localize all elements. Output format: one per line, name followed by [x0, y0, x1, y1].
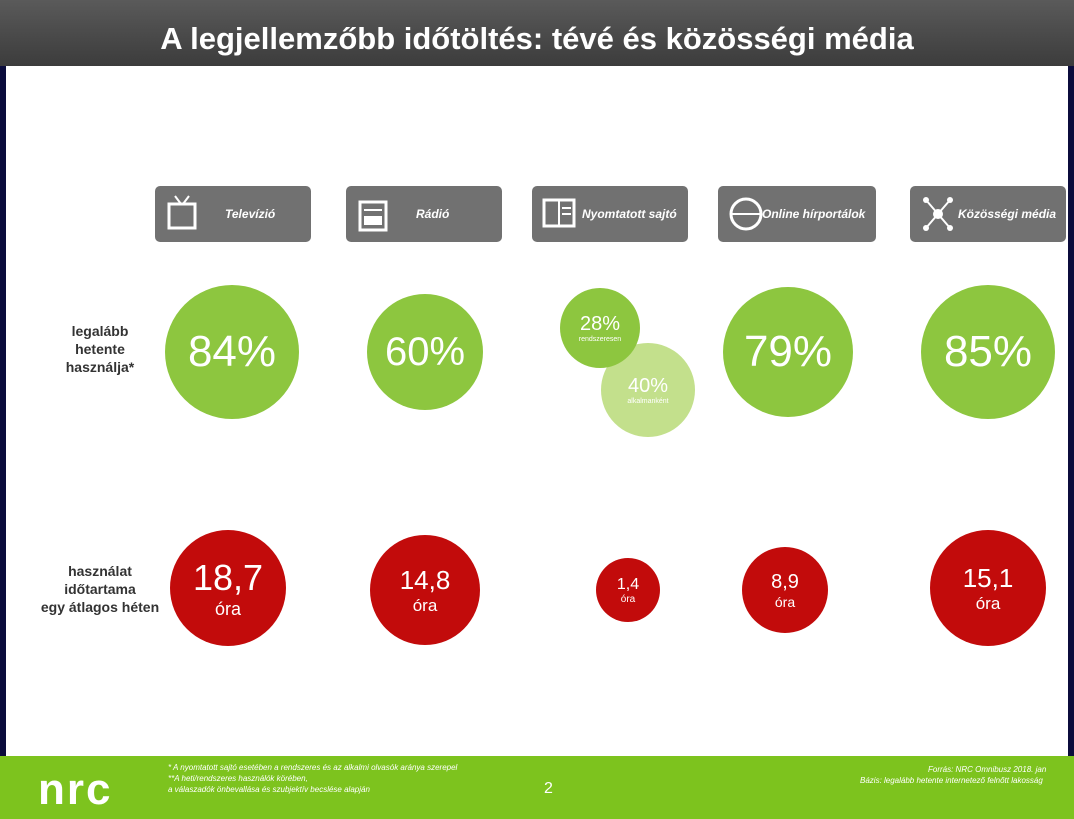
value: 40%: [627, 375, 669, 397]
usage-circle: 79%: [723, 287, 853, 417]
duration-circle: 1,4 óra: [596, 558, 660, 622]
unit: óra: [620, 593, 636, 605]
category-label: Közösségi média: [958, 207, 1057, 221]
row-label-line: egy átlagos héten: [40, 599, 160, 615]
page-number: 2: [544, 780, 553, 797]
logo: nrc: [38, 765, 113, 814]
note: rendszeresen: [578, 336, 622, 343]
row-label-line: hetente: [75, 341, 125, 357]
title: A legjellemzőbb időtöltés: tévé és közös…: [0, 0, 1074, 66]
duration-circle: 18,7 óra: [170, 530, 286, 646]
tv-icon: [167, 195, 197, 230]
unit: óra: [214, 598, 241, 619]
value: 14,8: [399, 564, 451, 595]
duration-circle: 14,8 óra: [370, 535, 480, 645]
row-label-line: legalább: [71, 323, 129, 339]
category: Közösségi média: [910, 186, 1066, 242]
row-label-line: használat: [68, 563, 132, 579]
row-label-line: időtartama: [64, 581, 136, 597]
usage-circle: 28% rendszeresen: [560, 288, 640, 368]
network-icon: [923, 197, 953, 231]
row-label-line: használja*: [65, 359, 135, 375]
note-line: * A nyomtatott sajtó esetében a rendszer…: [168, 763, 458, 772]
category-label: Online hírportálok: [762, 207, 866, 221]
category-label: Nyomtatott sajtó: [582, 207, 677, 221]
note-line: a válaszadók önbevallása és szubjektív b…: [168, 785, 370, 794]
unit: óra: [774, 593, 796, 610]
source-line: Bázis: legalább hetente internetező feln…: [860, 776, 1043, 785]
source-line: Forrás: NRC Omnibusz 2018. jan: [928, 765, 1047, 774]
duration-circle: 15,1 óra: [930, 530, 1046, 646]
notes: * A nyomtatott sajtó esetében a rendszer…: [168, 762, 457, 795]
category-label: Televízió: [225, 207, 276, 221]
value: 84%: [187, 327, 277, 376]
note: alkalmanként: [627, 398, 669, 405]
usage-circle: 85%: [921, 285, 1055, 419]
category: Online hírportálok: [718, 186, 876, 242]
value: 18,7: [192, 556, 264, 598]
row-label: legalább hetente használja*: [10, 322, 190, 376]
value: 60%: [384, 329, 466, 374]
www-icon: [729, 197, 763, 231]
value: 15,1: [962, 562, 1014, 593]
content-area: [6, 66, 1068, 756]
note-line: **A heti/rendszeres használók körében,: [168, 774, 308, 783]
newspaper-icon: [542, 198, 576, 228]
row-label: használat időtartama egy átlagos héten: [10, 562, 190, 616]
unit: óra: [412, 595, 438, 615]
source: Forrás: NRC Omnibusz 2018. jan Bázis: le…: [840, 764, 1074, 786]
value: 79%: [743, 327, 833, 376]
duration-circle: 8,9 óra: [742, 547, 828, 633]
category: Nyomtatott sajtó: [532, 186, 688, 242]
category: Televízió: [155, 186, 311, 242]
value: 85%: [943, 327, 1033, 376]
category-label: Rádió: [416, 207, 450, 221]
value: 8,9: [771, 570, 799, 593]
footer: nrc * A nyomtatott sajtó esetében a rend…: [0, 756, 1074, 819]
unit: óra: [975, 593, 1001, 613]
category: Rádió: [346, 186, 502, 242]
value: 28%: [579, 313, 621, 335]
radio-icon: [358, 200, 388, 232]
value: 1,4: [616, 575, 640, 593]
usage-circle: 84%: [165, 285, 299, 419]
usage-circle: 60%: [367, 294, 483, 410]
